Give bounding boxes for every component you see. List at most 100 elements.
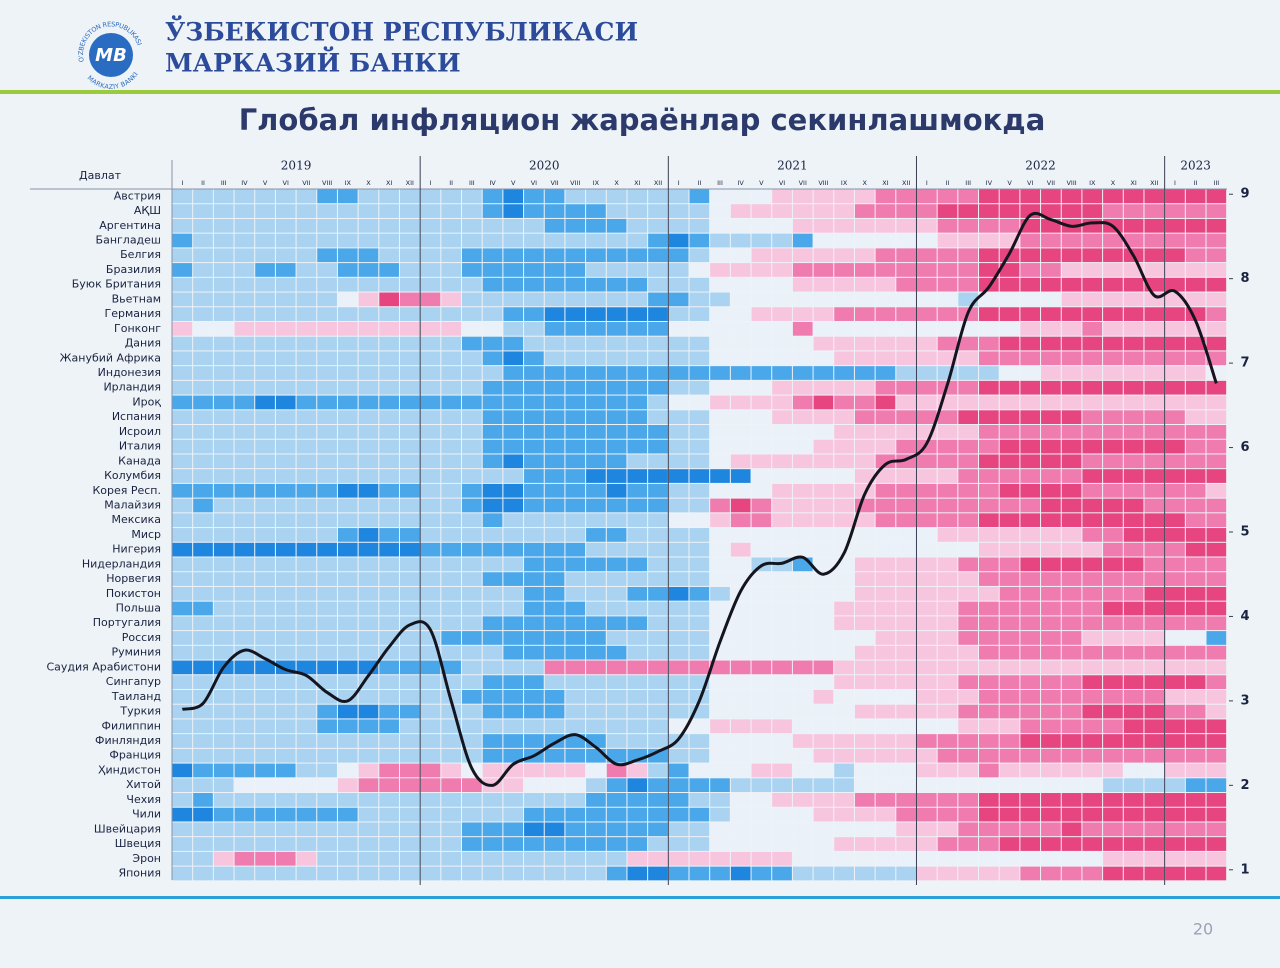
month-label: XII [902,179,910,187]
heat-cell [958,837,979,851]
heat-cell [503,277,524,292]
heat-cell [730,851,751,866]
heat-cell [255,204,275,218]
heat-cell [1061,248,1082,263]
heat-cell [689,719,710,734]
heat-cell [358,601,379,616]
heat-cell [689,410,710,425]
heat-cell [627,439,648,454]
heat-cell [875,528,896,542]
heat-cell [213,542,234,557]
heat-cell [772,439,792,454]
heat-cell [710,292,730,307]
heat-cell [462,218,482,233]
heat-cell [606,248,627,263]
heat-cell [275,528,296,542]
heat-cell [689,748,710,763]
heat-cell [689,321,710,336]
heat-cell [358,366,379,380]
heat-cell [544,793,565,807]
heat-cell [544,542,565,557]
heat-cell [317,689,337,704]
heat-cell [648,233,668,248]
heat-cell [482,248,503,263]
heat-cell [1206,307,1227,321]
heat-cell [337,454,358,469]
heat-cell [896,248,916,263]
heat-cell [213,366,234,380]
heat-cell [916,660,937,675]
month-label: XI [386,179,392,187]
heat-cell [565,233,586,248]
heat-cell [234,336,255,351]
heat-cell [834,763,854,778]
heat-cell [358,469,379,483]
heat-cell [916,557,937,572]
heat-cell [958,601,979,616]
heat-cell [1206,351,1227,366]
heat-cell [358,851,379,866]
heat-cell [606,734,627,748]
heat-cell [586,572,606,586]
heat-cell [627,410,648,425]
heat-cell [1165,557,1185,572]
heat-cell [255,719,275,734]
heat-cell [565,719,586,734]
heat-cell [482,631,503,645]
heat-cell [462,601,482,616]
year-label: 2020 [529,159,560,173]
heat-cell [586,778,606,793]
heat-cell [937,263,958,277]
heat-cell [503,248,524,263]
heat-cell [875,351,896,366]
heat-cell [627,586,648,601]
heat-cell [172,631,193,645]
year-label: 2023 [1180,159,1211,173]
heat-cell [627,498,648,513]
heat-cell [792,395,813,410]
heat-cell [462,616,482,631]
heat-cell [441,366,462,380]
heat-cell [337,645,358,660]
heat-cell [503,380,524,395]
trend-line [181,211,1218,787]
heat-cell [730,793,751,807]
heat-cell [1082,321,1103,336]
heat-cell [751,321,772,336]
heat-cell [1165,851,1185,866]
heat-cell [792,439,813,454]
heat-cell [958,542,979,557]
heat-cell [462,204,482,218]
heat-cell [606,778,627,793]
heat-cell [1123,616,1144,631]
heat-cell [710,439,730,454]
heat-cell [772,395,792,410]
heat-cell [710,218,730,233]
heat-cell [1165,689,1185,704]
heat-cell [482,719,503,734]
heat-cell [1165,366,1185,380]
heat-cell [854,410,875,425]
heat-cell [524,307,544,321]
heat-cell [1123,645,1144,660]
heat-cell [565,439,586,454]
heat-cell [213,631,234,645]
heat-cell [296,778,317,793]
heat-cell [441,748,462,763]
heat-cell [337,395,358,410]
heat-cell [916,586,937,601]
heat-cell [606,410,627,425]
month-label: V [1007,179,1012,187]
heat-cell [503,498,524,513]
heat-cell [234,778,255,793]
heat-cell [1165,660,1185,675]
heat-cell [916,263,937,277]
heat-cell [441,469,462,483]
heat-cell [772,469,792,483]
heat-cell [1041,425,1061,439]
heat-cell [627,366,648,380]
heat-cell [482,763,503,778]
heat-cell [482,263,503,277]
heat-cell [420,498,441,513]
heat-cell [896,616,916,631]
